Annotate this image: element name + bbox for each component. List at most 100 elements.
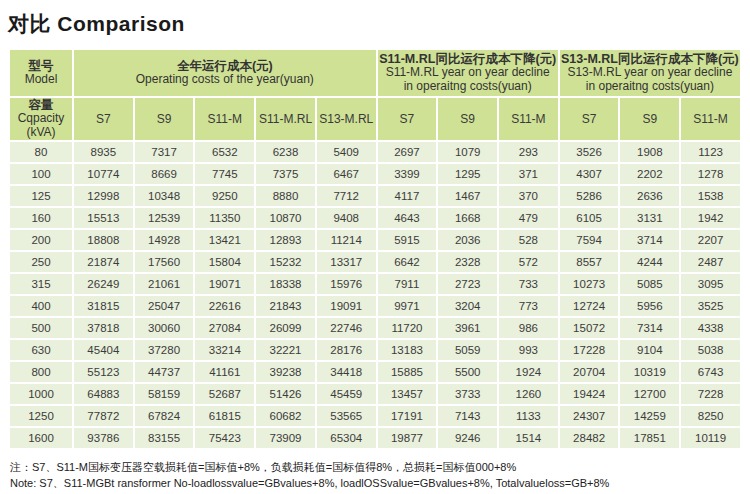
value-cell: 22616 — [195, 296, 254, 316]
page: 对比 Comparison 型号 Model 全年运行成本(元) Operati… — [0, 0, 750, 494]
value-cell: 15885 — [378, 362, 437, 382]
value-cell: 44737 — [135, 362, 194, 382]
group-en: S13-M.RL year on year decline — [561, 66, 739, 80]
value-cell: 7375 — [256, 164, 315, 184]
value-cell: 55123 — [74, 362, 133, 382]
value-cell: 371 — [499, 164, 558, 184]
value-cell: 60682 — [256, 406, 315, 426]
group-en: Operating costs of the year(yuan) — [75, 73, 375, 87]
value-cell: 15804 — [195, 252, 254, 272]
value-cell: 9246 — [438, 428, 497, 448]
value-cell: 1278 — [681, 164, 740, 184]
table-row: 1251299810348925088807712411714673705286… — [10, 186, 740, 206]
value-cell: 17191 — [378, 406, 437, 426]
comparison-table: 型号 Model 全年运行成本(元) Operating costs of th… — [8, 48, 742, 450]
value-cell: 5286 — [560, 186, 619, 206]
value-cell: 5956 — [620, 296, 679, 316]
value-cell: 6743 — [681, 362, 740, 382]
capacity-cell: 315 — [10, 274, 72, 294]
value-cell: 7314 — [620, 318, 679, 338]
capacity-cell: 630 — [10, 340, 72, 360]
value-cell: 1538 — [681, 186, 740, 206]
capacity-cell: 1600 — [10, 428, 72, 448]
value-cell: 6238 — [256, 142, 315, 162]
value-cell: 773 — [499, 296, 558, 316]
table-row: 2001880814928134211289311214591520365287… — [10, 230, 740, 250]
value-cell: 13457 — [378, 384, 437, 404]
model-header-en: Model — [11, 73, 71, 87]
value-cell: 9104 — [620, 340, 679, 360]
page-title: 对比 Comparison — [8, 10, 742, 38]
value-cell: 18808 — [74, 230, 133, 250]
table-row: 1001077486697745737564673399129537143072… — [10, 164, 740, 184]
value-cell: 8669 — [135, 164, 194, 184]
value-cell: 93786 — [74, 428, 133, 448]
column-header-s9: S9 — [135, 98, 194, 140]
table-row: 1000648835815952687514264545913457373312… — [10, 384, 740, 404]
value-cell: 21061 — [135, 274, 194, 294]
table-row: 3152624921061190711833815976791127237331… — [10, 274, 740, 294]
value-cell: 12700 — [620, 384, 679, 404]
value-cell: 15513 — [74, 208, 133, 228]
value-cell: 17228 — [560, 340, 619, 360]
column-header-s9: S9 — [438, 98, 497, 140]
value-cell: 1514 — [499, 428, 558, 448]
value-cell: 2697 — [378, 142, 437, 162]
value-cell: 15976 — [317, 274, 376, 294]
capacity-cell: 1250 — [10, 406, 72, 426]
value-cell: 24307 — [560, 406, 619, 426]
column-header-s11-m: S11-M — [499, 98, 558, 140]
capacity-cell: 100 — [10, 164, 72, 184]
value-cell: 13421 — [195, 230, 254, 250]
column-header-s7: S7 — [560, 98, 619, 140]
footnote-line-zh: 注：S7、S11-M国标变压器空载损耗值=国标值+8%，负载损耗值=国标值得8%… — [10, 460, 742, 476]
value-cell: 3714 — [620, 230, 679, 250]
value-cell: 5085 — [620, 274, 679, 294]
value-cell: 11350 — [195, 208, 254, 228]
value-cell: 17560 — [135, 252, 194, 272]
value-cell: 19424 — [560, 384, 619, 404]
group-en: in operaitng costs(yuan) — [379, 80, 557, 94]
value-cell: 39238 — [256, 362, 315, 382]
column-header-s11-m: S11-M — [195, 98, 254, 140]
value-cell: 7228 — [681, 384, 740, 404]
value-cell: 31815 — [74, 296, 133, 316]
column-header-s7: S7 — [74, 98, 133, 140]
value-cell: 9971 — [378, 296, 437, 316]
value-cell: 25047 — [135, 296, 194, 316]
table-row: 1601551312539113501087094084643166847961… — [10, 208, 740, 228]
value-cell: 28482 — [560, 428, 619, 448]
value-cell: 41161 — [195, 362, 254, 382]
value-cell: 10273 — [560, 274, 619, 294]
value-cell: 8880 — [256, 186, 315, 206]
value-cell: 7143 — [438, 406, 497, 426]
value-cell: 19071 — [195, 274, 254, 294]
value-cell: 3399 — [378, 164, 437, 184]
value-cell: 20704 — [560, 362, 619, 382]
value-cell: 21874 — [74, 252, 133, 272]
value-cell: 1668 — [438, 208, 497, 228]
capacity-header-zh: 容量 — [11, 98, 71, 112]
capacity-cell: 160 — [10, 208, 72, 228]
value-cell: 17851 — [620, 428, 679, 448]
capacity-cell: 80 — [10, 142, 72, 162]
value-cell: 15232 — [256, 252, 315, 272]
value-cell: 58159 — [135, 384, 194, 404]
footnote-line-en: Note: S7、S11-MGBt ransformer No-loadloss… — [10, 476, 742, 492]
value-cell: 10319 — [620, 362, 679, 382]
capacity-cell: 200 — [10, 230, 72, 250]
value-cell: 10870 — [256, 208, 315, 228]
group-header-s11-decline: S11-M.RL同比运行成本下降(元) S11-M.RL year on yea… — [378, 50, 558, 96]
value-cell: 61815 — [195, 406, 254, 426]
value-cell: 479 — [499, 208, 558, 228]
model-header-cell: 型号 Model — [10, 50, 72, 96]
value-cell: 4307 — [560, 164, 619, 184]
value-cell: 3526 — [560, 142, 619, 162]
capacity-cell: 125 — [10, 186, 72, 206]
value-cell: 12539 — [135, 208, 194, 228]
value-cell: 10119 — [681, 428, 740, 448]
capacity-cell: 400 — [10, 296, 72, 316]
value-cell: 26249 — [74, 274, 133, 294]
value-cell: 12724 — [560, 296, 619, 316]
value-cell: 3961 — [438, 318, 497, 338]
